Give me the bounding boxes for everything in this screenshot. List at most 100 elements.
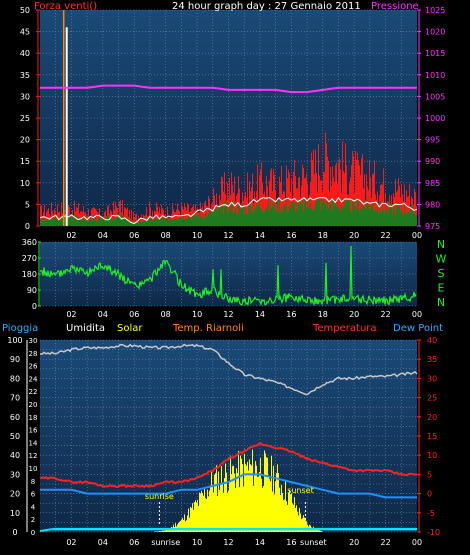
- temperature-y-tick: 35: [427, 355, 437, 364]
- humidity-y-tick: 70: [10, 394, 20, 403]
- direction-x-tick: 00: [412, 310, 422, 319]
- humidity-y-tick: 100: [7, 336, 22, 345]
- direction-x-tick: 22: [380, 310, 390, 319]
- wind-x-tick: 08: [161, 231, 171, 240]
- humidity-line: [39, 343, 418, 396]
- temperature-x-tick: 02: [66, 538, 76, 547]
- direction-x-tick: 14: [255, 310, 265, 319]
- direction-x-tick: 08: [161, 310, 171, 319]
- temperature-x-tick: sunrise: [151, 538, 180, 547]
- humidity-y-tick: 30: [10, 470, 20, 479]
- direction-x-tick: 04: [98, 310, 108, 319]
- axis-labels-layer: 5045403530252015105010251020101510101005…: [7, 6, 446, 547]
- wind-y-tick: 30: [20, 92, 30, 101]
- solar-y-tick: 2: [31, 516, 35, 524]
- temperature-line: [39, 442, 418, 489]
- direction-y-tick: 180: [22, 270, 37, 279]
- direction-x-tick: 20: [349, 310, 359, 319]
- humidity-y-tick: 60: [10, 413, 20, 422]
- temperature-y-tick: 20: [427, 413, 437, 422]
- wind-direction-plot-area: [40, 242, 417, 306]
- humidity-y-tick: 50: [10, 432, 20, 441]
- solar-y-tick: 14: [29, 439, 38, 447]
- legend-temp-riarnoli: Temp. Riarnoli: [172, 323, 244, 334]
- temperature-y-tick: 25: [427, 394, 437, 403]
- temperature-y-tick: -10: [427, 528, 440, 537]
- rain-line-start: [39, 528, 53, 533]
- solar-y-tick: 10: [29, 465, 38, 473]
- solar-y-tick: 4: [31, 503, 36, 511]
- temperature-x-tick: 16: [286, 538, 296, 547]
- pressure-y-tick: 1025: [425, 6, 445, 15]
- direction-x-tick: 16: [286, 310, 296, 319]
- temperature-x-tick: 14: [255, 538, 265, 547]
- solar-y-tick: 8: [31, 478, 35, 486]
- sunrise-label: sunrise: [145, 492, 174, 501]
- direction-y-tick: 90: [27, 286, 37, 295]
- solar-y-tick: 12: [29, 452, 38, 460]
- solar-y-tick: 6: [31, 491, 36, 499]
- temperature-x-tick-sunset: sunset: [300, 538, 327, 547]
- pressure-line: [40, 84, 417, 94]
- pressure-y-tick: 1005: [425, 92, 445, 101]
- direction-y-tick: 0: [32, 302, 37, 311]
- wind-y-tick: 25: [20, 114, 30, 123]
- legend-humidity: Umidita: [66, 323, 105, 334]
- pressure-y-tick: 1015: [425, 49, 445, 58]
- temperature-y-tick: 5: [427, 470, 432, 479]
- wind-y-tick: 20: [20, 136, 30, 145]
- solar-y-tick: 18: [29, 414, 38, 422]
- dew-point-line: [40, 473, 417, 499]
- wind-y-tick: 5: [25, 200, 30, 209]
- temperature-y-tick: 10: [427, 451, 437, 460]
- pressure-y-tick: 1000: [425, 114, 445, 123]
- wind-x-tick: 16: [286, 231, 296, 240]
- humidity-y-tick: 10: [10, 509, 20, 518]
- temperature-x-tick: 06: [129, 538, 139, 547]
- solar-y-tick: 30: [29, 337, 38, 345]
- solar-y-tick: 26: [29, 363, 38, 371]
- compass-label: E: [438, 282, 445, 295]
- temperature-y-tick: 15: [427, 432, 437, 441]
- wind-y-tick: 35: [20, 71, 30, 80]
- wind-x-tick: 14: [255, 231, 265, 240]
- temperature-y-tick: 0: [427, 490, 432, 499]
- temperature-x-tick: 04: [98, 538, 108, 547]
- wind-direction-line: [39, 245, 417, 307]
- humidity-y-tick: 0: [12, 528, 17, 537]
- solar-y-tick: 28: [29, 350, 38, 358]
- temperature-x-tick: 20: [349, 538, 359, 547]
- legend-dew-point: Dew Point: [393, 323, 443, 334]
- wind-y-tick: 15: [20, 157, 30, 166]
- wind-x-tick: 10: [192, 231, 202, 240]
- pressure-y-tick: 995: [425, 136, 440, 145]
- solar-y-tick: 22: [29, 388, 38, 396]
- direction-x-tick: 02: [66, 310, 76, 319]
- legend-solar: Solar: [117, 323, 143, 334]
- direction-x-tick: 10: [192, 310, 202, 319]
- temperature-x-tick: 00: [412, 538, 422, 547]
- humidity-y-tick: 90: [10, 355, 20, 364]
- wind-x-tick: 04: [98, 231, 108, 240]
- compass-label: W: [436, 253, 447, 266]
- compass-label: S: [438, 267, 445, 280]
- pressure-y-tick: 1010: [425, 71, 445, 80]
- wind-x-tick: 22: [380, 231, 390, 240]
- solar-y-tick: 24: [29, 375, 38, 383]
- solar-y-tick: 20: [29, 401, 38, 409]
- solar-y-tick: 0: [31, 529, 35, 537]
- sunset-label: sunset: [287, 486, 314, 495]
- wind-x-tick: 06: [129, 231, 139, 240]
- temperature-x-tick: 22: [380, 538, 390, 547]
- wind-x-tick: 12: [223, 231, 233, 240]
- temperature-y-tick: 40: [427, 336, 437, 345]
- pressure-y-tick: 985: [425, 179, 440, 188]
- direction-y-tick: 360: [22, 238, 37, 247]
- solar-y-tick: 16: [29, 427, 38, 435]
- pressure-axis-title: Pressione: [371, 1, 419, 12]
- pressure-y-tick: 975: [425, 222, 440, 231]
- wind-x-tick: 20: [349, 231, 359, 240]
- compass-label: N: [437, 296, 445, 309]
- temperature-x-tick: 12: [223, 538, 233, 547]
